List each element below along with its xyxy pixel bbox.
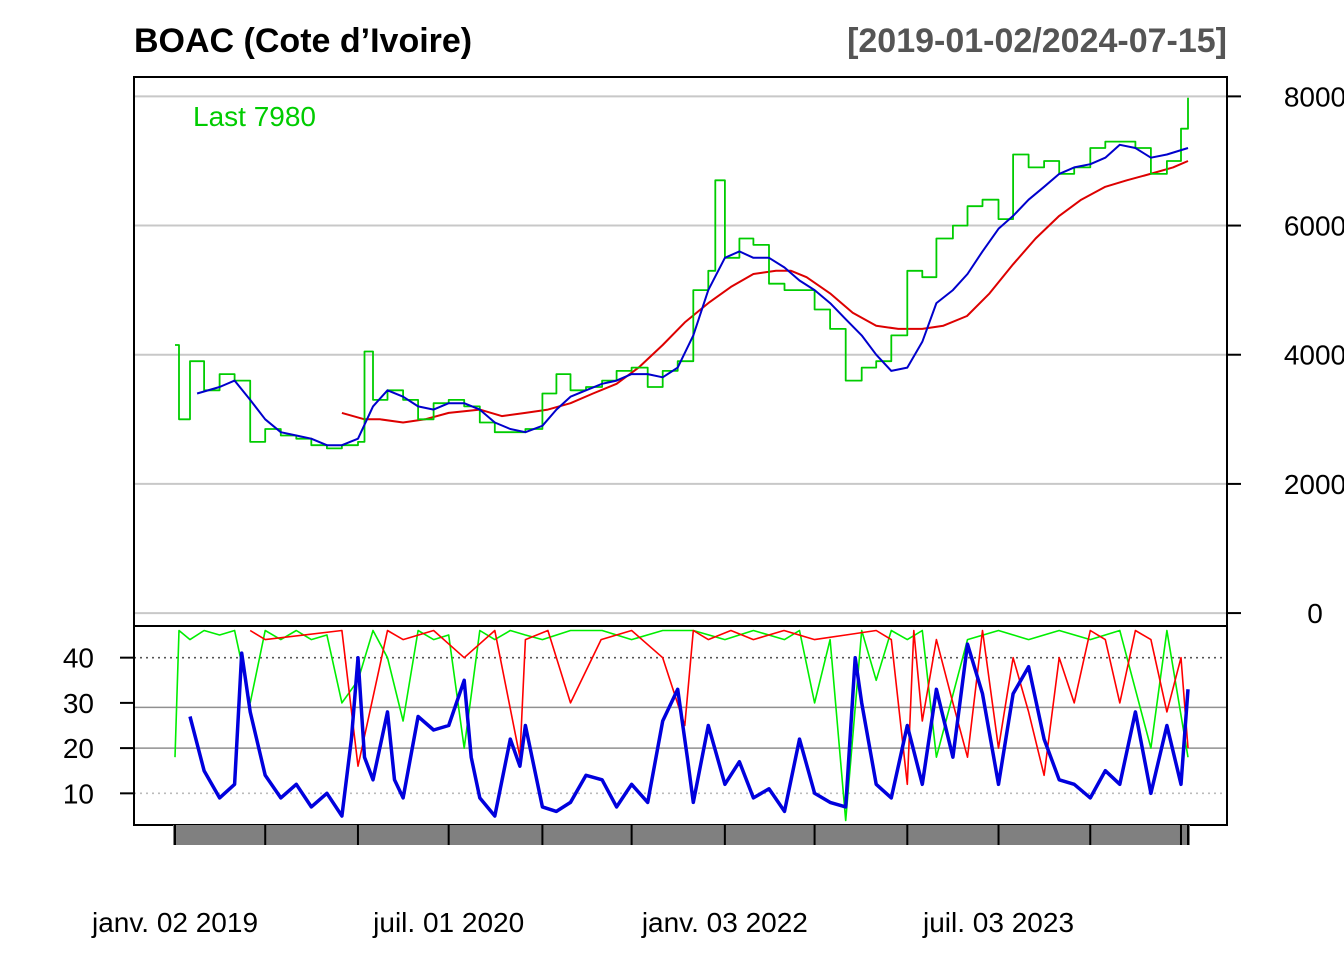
x-axis-band bbox=[173, 825, 1190, 845]
price-panel: 0 2000 4000 6000 8000 Last 7980 bbox=[133, 76, 1344, 629]
x-tick-label: janv. 03 2022 bbox=[641, 907, 808, 938]
series-adx-line bbox=[188, 642, 1190, 818]
x-tick-label: juil. 03 2023 bbox=[922, 907, 1074, 938]
series-di_minus-line bbox=[249, 629, 1189, 786]
indicator-series-group bbox=[174, 629, 1190, 822]
price-y-tick-label: 4000 bbox=[1284, 340, 1344, 371]
series-ma_short-line bbox=[196, 143, 1189, 447]
indicator-y-tick-label: 40 bbox=[63, 643, 94, 674]
price-panel-frame bbox=[133, 76, 1228, 627]
x-tick-label: janv. 02 2019 bbox=[91, 907, 258, 938]
price-y-tick-label: 8000 bbox=[1284, 81, 1344, 112]
x-axis: janv. 02 2019 juil. 01 2020 janv. 03 2022 j… bbox=[91, 825, 1190, 938]
series-di_plus-line bbox=[174, 629, 1189, 822]
indicator-y-tick-label: 10 bbox=[63, 778, 94, 809]
indicator-y-tick-label: 20 bbox=[63, 733, 94, 764]
price-y-tick-label: 0 bbox=[1307, 598, 1323, 629]
last-price-label: Last 7980 bbox=[193, 101, 316, 132]
date-range: [2019-01-02/2024-07-15] bbox=[847, 22, 1227, 60]
indicator-y-tick-label: 30 bbox=[63, 688, 94, 719]
price-y-tick-label: 2000 bbox=[1284, 469, 1344, 500]
price-series-group bbox=[175, 97, 1189, 450]
price-y-tick-label: 6000 bbox=[1284, 211, 1344, 242]
indicator-panel: 10 20 30 40 bbox=[63, 625, 1228, 826]
indicator-panel-frame bbox=[133, 625, 1228, 826]
series-ma_long-line bbox=[341, 160, 1189, 424]
x-tick-label: juil. 01 2020 bbox=[372, 907, 524, 938]
series-price-line bbox=[175, 97, 1189, 450]
chart-title: BOAC (Cote d’Ivoire) bbox=[134, 22, 472, 60]
